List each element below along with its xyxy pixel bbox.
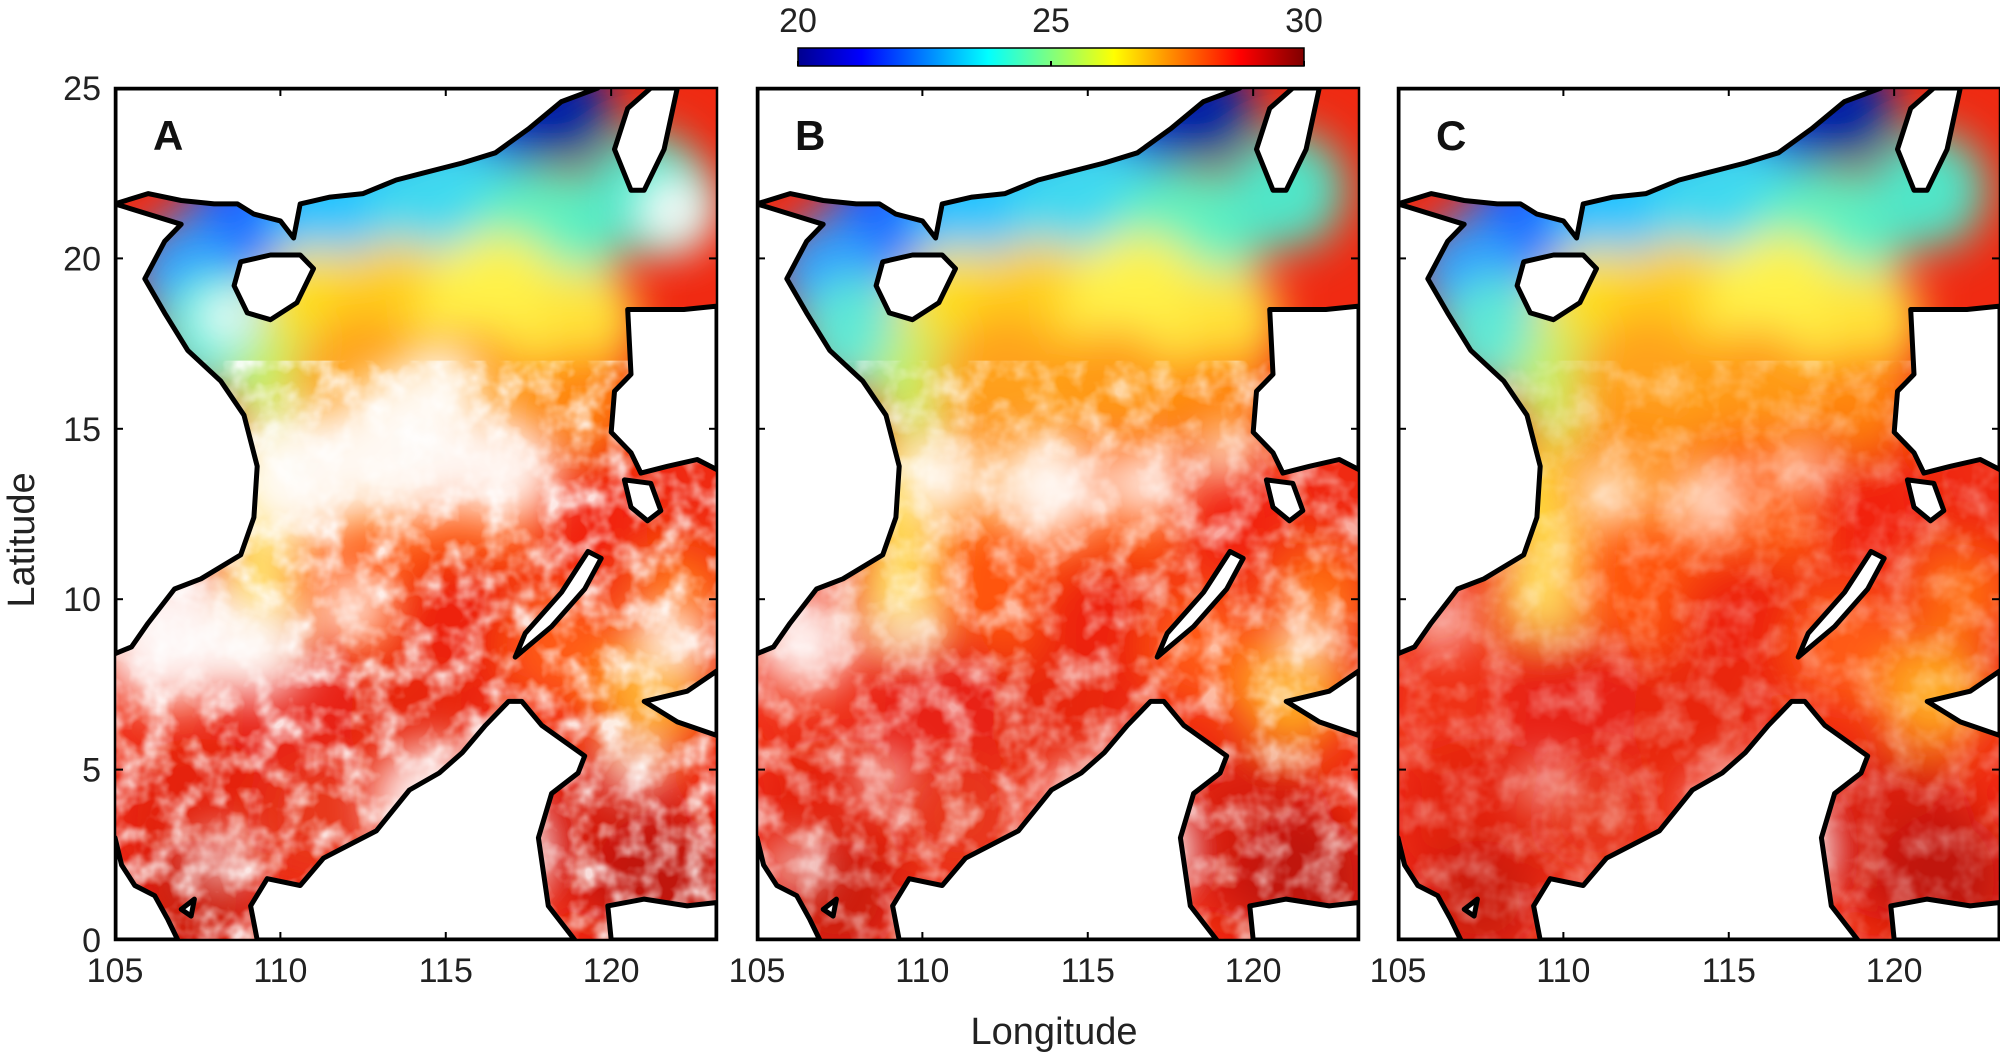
panel-label: B	[795, 112, 825, 159]
y-tick-label: 15	[63, 411, 101, 449]
coastline	[608, 303, 717, 476]
colorbar: 20 25 30	[779, 2, 1323, 67]
x-tick-label: 120	[1225, 952, 1282, 990]
coastline	[1904, 477, 1947, 524]
coastline	[757, 201, 902, 657]
panel-frame	[1396, 86, 2000, 942]
coastline	[1247, 896, 1359, 940]
coastline	[612, 88, 680, 193]
coastline	[1514, 252, 1599, 323]
coastline	[1888, 896, 2000, 940]
y-tick-label: 10	[63, 581, 101, 619]
colorbar-tick-label: 20	[779, 2, 817, 40]
coastline	[757, 835, 823, 940]
panel-a: 105 110 115 120 0 5 10 15 20 25 A	[63, 70, 719, 990]
coastline	[1461, 896, 1480, 919]
x-tick-label: 115	[1061, 952, 1115, 990]
x-tick-label: 115	[1702, 952, 1756, 990]
coastline	[1891, 303, 2000, 476]
panel-label: C	[1436, 112, 1466, 159]
coastline	[248, 698, 588, 940]
colorbar-ticks: 20 25 30	[779, 2, 1323, 66]
coastline	[231, 252, 316, 323]
coastline	[820, 896, 839, 919]
coastline	[1398, 201, 1543, 657]
x-tick-label: 110	[895, 952, 949, 990]
coastline	[115, 88, 601, 241]
coastline	[1254, 88, 1322, 193]
coastline	[1795, 549, 1887, 660]
y-tick-label: 25	[63, 70, 101, 108]
y-tick-label: 5	[82, 752, 101, 790]
coastline	[890, 698, 1230, 940]
coastline	[1398, 88, 1884, 241]
x-tick-label: 105	[1370, 952, 1427, 990]
coastline	[1531, 698, 1871, 940]
coastline	[641, 668, 717, 738]
colorbar-tick-label: 30	[1285, 2, 1323, 40]
panel-frame	[113, 86, 719, 942]
coastline	[757, 88, 1243, 241]
y-tick-label: 20	[63, 240, 101, 278]
colorbar-tick-label: 25	[1032, 2, 1070, 40]
coastline	[178, 896, 197, 919]
coastline	[1263, 477, 1306, 524]
x-axis-title: Longitude	[971, 1011, 1138, 1052]
land-mask	[115, 88, 717, 940]
panel-b: 105 110 115 120 B	[729, 86, 1361, 990]
coastline	[115, 835, 181, 940]
panel-frame	[755, 86, 1361, 942]
panel-c: 105 110 115 120 C	[1370, 86, 2000, 990]
y-tick-label: 0	[82, 922, 101, 960]
land-mask	[757, 88, 1359, 940]
x-tick-label: 110	[253, 952, 307, 990]
coastline	[1398, 835, 1464, 940]
x-tick-label: 115	[419, 952, 473, 990]
coastline	[1924, 668, 2000, 738]
coastline	[621, 477, 664, 524]
coastline	[1283, 668, 1359, 738]
x-tick-label: 110	[1536, 952, 1590, 990]
x-tick-label: 120	[583, 952, 640, 990]
coastline	[1250, 303, 1359, 476]
sst-field	[115, 88, 717, 940]
coastline	[605, 896, 717, 940]
panel-label: A	[153, 112, 183, 159]
y-axis-title: Latitude	[1, 472, 43, 607]
coastline	[512, 549, 604, 660]
x-tick-label: 120	[1866, 952, 1923, 990]
coastline	[1895, 88, 1963, 193]
land-mask	[1398, 88, 2000, 940]
x-tick-label: 105	[87, 952, 144, 990]
x-tick-label: 105	[729, 952, 786, 990]
coastline	[1154, 549, 1246, 660]
coastline	[873, 252, 958, 323]
coastline	[115, 201, 260, 657]
